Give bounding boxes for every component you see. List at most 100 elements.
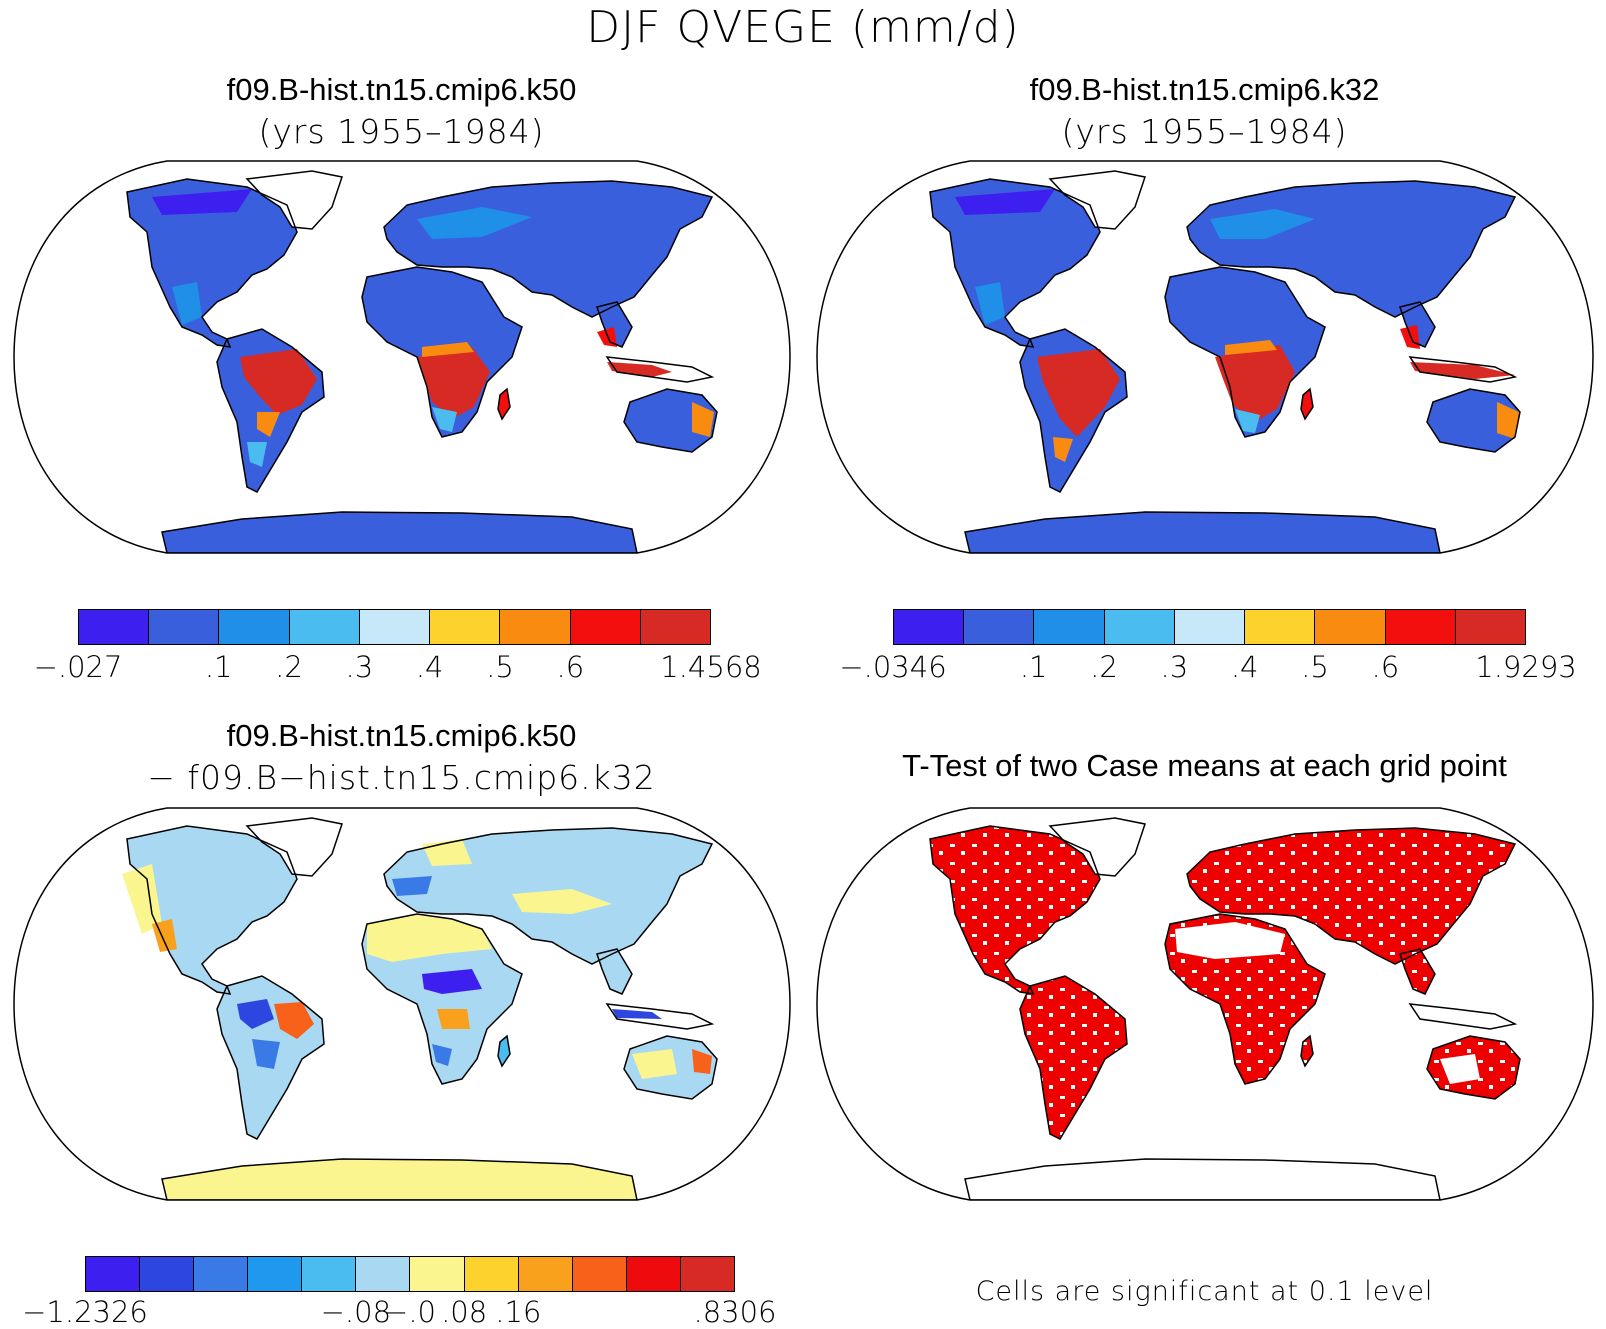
panel3-colorbar — [85, 1256, 735, 1292]
africa-south — [432, 407, 457, 432]
antarctica-near-zero — [162, 1159, 637, 1200]
colorbar-tick-label: .08 — [441, 1295, 488, 1329]
colorbar-tick-label: −1.2326 — [22, 1295, 148, 1329]
panel4-note: Cells are significant at 0.1 level — [975, 1276, 1434, 1307]
colorbar-cell — [518, 1257, 573, 1291]
indonesia-high — [607, 362, 672, 377]
colorbar-cell — [219, 610, 290, 644]
colorbar-cell — [356, 1257, 411, 1291]
africa-mid — [1225, 340, 1277, 355]
panel3-title: f09.B-hist.tn15.cmip6.k50 — [226, 718, 577, 753]
colorbar-cell — [86, 1257, 141, 1291]
colorbar-tick-label: .8306 — [693, 1295, 777, 1329]
amazon-high — [240, 349, 317, 415]
samerica-south — [247, 442, 267, 467]
colorbar-tick-label: −.027 — [33, 650, 123, 684]
colorbar-cell — [626, 1257, 681, 1291]
colorbar-tick-label: .5 — [486, 650, 514, 684]
colorbar-cell — [1455, 610, 1525, 644]
colorbar-tick-label: .6 — [1371, 650, 1400, 684]
colorbar-cell — [140, 1257, 195, 1291]
panel1-colorbar-labels: −.027 .1 .2 .3 .4 .5 .6 1.4568 — [34, 650, 762, 690]
seasia-high — [597, 327, 617, 347]
australia-east-pos — [692, 1049, 712, 1074]
colorbar-tick-label: .6 — [556, 650, 585, 684]
colorbar-tick-label: .16 — [495, 1295, 542, 1329]
colorbar-cell — [1245, 610, 1316, 644]
colorbar-cell — [1104, 610, 1175, 644]
colorbar-tick-label: .1 — [204, 650, 233, 684]
namerica-west — [122, 864, 162, 934]
amazon-neg — [237, 999, 274, 1029]
colorbar-tick-label: .1 — [1019, 650, 1048, 684]
europe-neg — [392, 876, 432, 896]
panel2-map — [816, 160, 1594, 554]
arctic-low — [955, 189, 1055, 215]
colorbar-cell — [248, 1257, 303, 1291]
colorbar-cell — [79, 610, 150, 644]
panel1-title: f09.B-hist.tn15.cmip6.k50 — [226, 72, 577, 107]
australia-near-zero — [632, 1049, 677, 1079]
colorbar-cell — [194, 1257, 249, 1291]
colorbar-cell — [149, 610, 220, 644]
europe-mid — [417, 207, 532, 239]
colorbar-cell — [464, 1257, 519, 1291]
colorbar-cell — [964, 610, 1035, 644]
africa-neg — [422, 969, 482, 994]
europe-mid — [1210, 209, 1315, 239]
colorbar-cell — [640, 610, 710, 644]
colorbar-cell — [430, 610, 501, 644]
sahara-near-zero — [367, 914, 492, 962]
panel2-colorbar — [893, 609, 1526, 645]
colorbar-tick-label: .3 — [345, 650, 374, 684]
arctic-low — [152, 189, 252, 215]
colorbar-cell — [894, 610, 965, 644]
samerica-mid — [1053, 437, 1073, 462]
panel4-map — [816, 807, 1594, 1201]
us-se-mid — [975, 282, 1005, 325]
australia-east — [692, 402, 714, 437]
colorbar-cell — [570, 610, 641, 644]
africa-south-neg — [432, 1044, 452, 1066]
africa-high — [1215, 345, 1295, 422]
panel1-map — [13, 160, 791, 554]
colorbar-cell — [410, 1257, 465, 1291]
panel3-map — [13, 807, 791, 1201]
africa-mid — [422, 342, 474, 357]
colorbar-cell — [302, 1257, 357, 1291]
figure-title: DJF QVEGE (mm/d) — [586, 2, 1020, 53]
colorbar-cell — [1174, 610, 1246, 644]
colorbar-tick-label: .4 — [415, 650, 444, 684]
panel3-colorbar-labels: −1.2326 −.08 −.0.08.16 .8306 — [22, 1295, 776, 1329]
panel2-subtitle: (yrs 1955–1984) — [1061, 112, 1348, 151]
colorbar-cell — [500, 610, 571, 644]
colorbar-cell — [572, 1257, 627, 1291]
colorbar-tick-label: 1.4568 — [660, 650, 762, 684]
us-se-mid — [172, 282, 202, 325]
australia-not-significant — [1440, 1054, 1480, 1084]
indonesia-high — [1410, 362, 1515, 379]
samerica-neg — [252, 1039, 280, 1069]
panel2-title: f09.B-hist.tn15.cmip6.k32 — [1029, 72, 1380, 107]
colorbar-cell — [359, 610, 431, 644]
seasia-high — [1400, 325, 1420, 349]
colorbar-tick-label: .3 — [1160, 650, 1189, 684]
colorbar-tick-label: .2 — [275, 650, 303, 684]
colorbar-cell — [1034, 610, 1105, 644]
africa-high — [417, 347, 490, 419]
panel3-subtitle: − f09.B−hist.tn15.cmip6.k32 — [147, 758, 656, 797]
panel4-title: T-Test of two Case means at each grid po… — [902, 748, 1507, 783]
sahara-not-significant — [1175, 922, 1285, 959]
colorbar-tick-label: .4 — [1230, 650, 1259, 684]
colorbar-tick-label: −.0346 — [839, 650, 947, 684]
samerica-mid — [257, 412, 280, 437]
colorbar-tick-label: 1.9293 — [1475, 650, 1577, 684]
australia-east — [1497, 402, 1519, 439]
panel2-colorbar-labels: −.0346 .1 .2 .3 .4 .5 .6 1.9293 — [839, 650, 1576, 690]
panel1-colorbar — [78, 609, 711, 645]
colorbar-tick-label: .2 — [1090, 650, 1118, 684]
colorbar-tick-label: .5 — [1301, 650, 1329, 684]
amazon-high — [1037, 349, 1120, 437]
colorbar-cell — [289, 610, 360, 644]
africa-pos — [437, 1009, 470, 1029]
